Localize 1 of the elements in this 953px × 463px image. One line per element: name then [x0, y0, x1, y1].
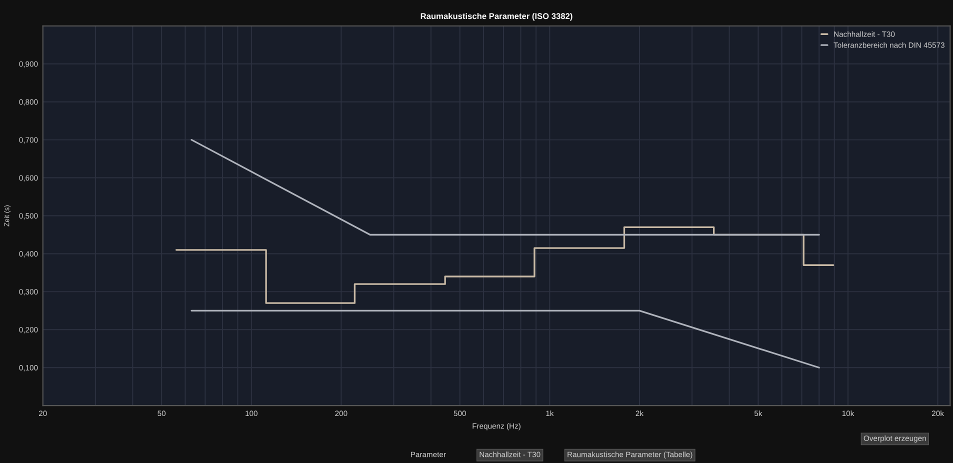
chart-title: Raumakustische Parameter (ISO 3382): [420, 12, 572, 21]
